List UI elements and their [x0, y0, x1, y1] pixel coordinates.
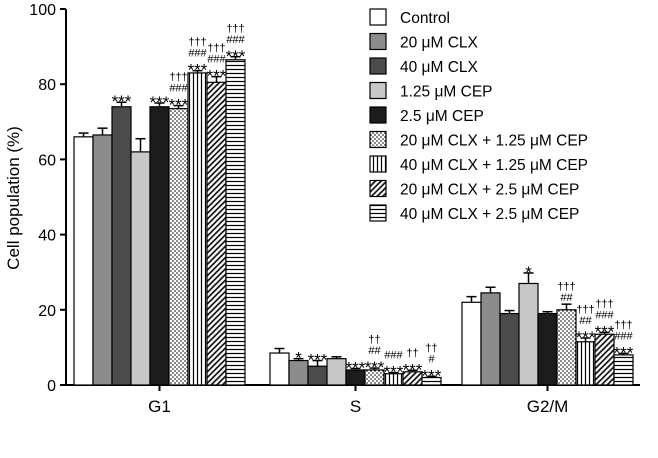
- significance-label: ***: [576, 328, 596, 347]
- significance-label: ***: [384, 363, 404, 382]
- legend-swatch: [369, 204, 387, 222]
- y-tick-label: 40: [38, 228, 56, 245]
- legend-swatch: [369, 8, 387, 26]
- significance-label: ##: [368, 345, 381, 357]
- legend-swatch: [369, 179, 387, 198]
- significance-label: ###: [384, 350, 403, 362]
- significance-label: ##: [579, 315, 592, 327]
- significance-label: †††: [188, 37, 206, 49]
- bar: [518, 282, 539, 386]
- legend-swatch: [369, 57, 387, 75]
- bar: [111, 106, 132, 386]
- significance-label: ###: [226, 34, 245, 46]
- bar: [556, 309, 577, 386]
- legend-swatch: [369, 81, 387, 100]
- significance-label: ***: [112, 92, 132, 111]
- significance-label: †††: [595, 298, 613, 310]
- bar: [168, 108, 189, 386]
- legend-swatch: [369, 155, 387, 173]
- significance-label: ***: [422, 366, 442, 385]
- significance-label: †††: [169, 72, 187, 84]
- significance-label: ††: [425, 342, 437, 354]
- y-tick-label: 60: [38, 152, 56, 169]
- legend-swatch: [369, 106, 387, 124]
- bar: [225, 59, 246, 386]
- bar: [149, 106, 170, 386]
- significance-label: ##: [560, 292, 573, 304]
- significance-label: ***: [150, 93, 170, 112]
- y-tick-label: 0: [47, 378, 56, 395]
- x-tick-label: S: [350, 397, 361, 416]
- y-axis-label: Cell population (%): [4, 126, 23, 270]
- significance-label: ***: [595, 322, 615, 341]
- significance-label: †††: [226, 23, 244, 35]
- legend-label: 20 μM CLX + 1.25 μM CEP: [400, 133, 588, 150]
- significance-label: †††: [614, 319, 632, 331]
- bar: [461, 301, 482, 386]
- significance-label: ###: [614, 330, 633, 342]
- legend-label: 40 μM CLX: [400, 59, 479, 76]
- legend-label: 20 μM CLX: [400, 35, 479, 52]
- y-tick-label: 20: [38, 303, 56, 320]
- significance-label: †††: [576, 304, 594, 316]
- bar: [269, 352, 290, 386]
- significance-label: ***: [403, 360, 423, 379]
- bar: [206, 81, 227, 386]
- bar: [499, 312, 520, 386]
- bar: [92, 134, 113, 386]
- significance-label: ***: [365, 358, 385, 377]
- bar: [187, 72, 208, 386]
- significance-label: ###: [169, 83, 188, 95]
- significance-label: #: [428, 353, 435, 365]
- significance-label: ***: [614, 343, 634, 362]
- legend-label: 40 μM CLX + 1.25 μM CEP: [400, 157, 588, 174]
- significance-label: ***: [188, 61, 208, 80]
- significance-label: ***: [207, 67, 227, 86]
- significance-label: †††: [557, 281, 575, 293]
- significance-label: ***: [346, 358, 366, 377]
- significance-label: *: [295, 349, 302, 368]
- significance-label: ###: [595, 309, 614, 321]
- legend-label: Control: [400, 10, 450, 27]
- significance-label: ###: [207, 54, 226, 66]
- legend-swatch: [369, 32, 387, 51]
- x-tick-label: G2/M: [527, 397, 569, 416]
- significance-label: ***: [308, 351, 328, 370]
- legend-label: 40 μM CLX + 2.5 μM CEP: [400, 206, 579, 223]
- significance-label: ††: [406, 347, 418, 359]
- significance-label: †††: [207, 43, 225, 55]
- significance-label: ***: [226, 47, 246, 66]
- bar: [480, 292, 501, 386]
- bar: [537, 312, 558, 386]
- y-tick-label: 100: [29, 2, 56, 19]
- legend-label: 1.25 μM CEP: [400, 84, 493, 101]
- bar: [73, 136, 94, 386]
- x-tick-label: G1: [148, 397, 171, 416]
- bar: [326, 358, 347, 386]
- legend-label: 2.5 μM CEP: [400, 108, 484, 125]
- significance-label: ***: [169, 96, 189, 115]
- bar: [594, 333, 615, 386]
- bar: [130, 151, 151, 386]
- significance-label: ###: [188, 48, 207, 60]
- y-tick-label: 80: [38, 77, 56, 94]
- significance-label: ††: [368, 334, 380, 346]
- significance-label: *: [525, 263, 532, 282]
- bar: [575, 341, 596, 386]
- legend-label: 20 μM CLX + 2.5 μM CEP: [400, 182, 579, 199]
- legend-swatch: [369, 130, 387, 149]
